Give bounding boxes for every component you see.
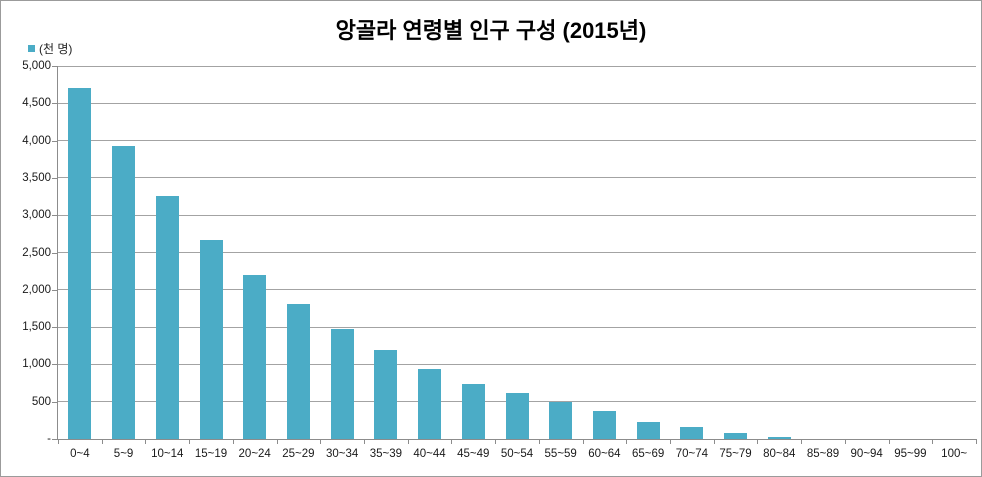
x-tick-label: 55~59 (544, 448, 577, 460)
chart-title: 앙골라 연령별 인구 구성 (2015년) (335, 18, 647, 43)
y-tick-label: 2,500 (22, 246, 51, 259)
y-tick (52, 252, 57, 254)
y-tick (52, 439, 57, 440)
x-tick-label: 25~29 (282, 448, 315, 460)
gridline (58, 102, 976, 104)
x-tick (582, 439, 584, 444)
gridline (58, 177, 976, 179)
x-tick-label: 95~99 (894, 448, 927, 460)
y-tick-label: 1,000 (22, 358, 51, 371)
x-tick-label: 65~69 (631, 448, 665, 460)
x-tick (932, 439, 934, 444)
x-tick-label: 100~ (941, 448, 968, 460)
bar (199, 239, 223, 439)
x-tick-label: 70~74 (675, 448, 708, 460)
x-tick (538, 439, 540, 444)
gridline (58, 140, 976, 142)
x-tick (626, 439, 628, 444)
x-tick-label: 5~9 (113, 448, 134, 460)
bar (680, 426, 704, 439)
x-tick-label: 75~79 (719, 448, 752, 460)
y-tick-label: 3,000 (22, 209, 51, 222)
bar (155, 195, 179, 439)
x-tick-label: 50~54 (500, 448, 534, 460)
y-tick (52, 401, 57, 403)
y-tick (52, 140, 57, 142)
y-tick (52, 364, 57, 366)
bar (636, 421, 660, 439)
bar (330, 329, 354, 439)
x-tick-label: 85~89 (806, 448, 840, 460)
gridline (58, 326, 976, 328)
y-tick (52, 289, 57, 291)
x-tick (320, 439, 322, 444)
x-tick (495, 439, 497, 444)
y-axis-line (57, 66, 58, 440)
gridline (58, 65, 976, 67)
x-tick (364, 439, 365, 444)
x-tick-label: 15~19 (194, 448, 228, 460)
x-tick-label: 35~39 (369, 448, 402, 460)
y-tick-label: 2,000 (22, 283, 51, 296)
x-tick (670, 439, 671, 444)
bar (286, 303, 310, 439)
y-tick-label: 3,500 (22, 171, 51, 184)
x-tick (844, 439, 846, 444)
gridline (58, 252, 976, 253)
bar (243, 274, 267, 439)
y-tick-label: - (47, 433, 51, 445)
y-tick (52, 327, 57, 329)
bar (112, 145, 136, 439)
legend-label: (천 명) (39, 42, 73, 56)
x-tick-label: 10~14 (151, 448, 184, 460)
bar (549, 401, 573, 439)
x-tick (888, 439, 890, 444)
gridline (58, 214, 976, 216)
y-tick-label: 4,000 (22, 134, 51, 147)
gridline (58, 363, 976, 365)
y-tick (52, 215, 57, 217)
x-tick-label: 0~4 (70, 448, 90, 460)
x-tick (189, 439, 191, 444)
bar (767, 436, 791, 439)
x-tick (101, 439, 103, 444)
x-tick (276, 439, 278, 444)
x-tick (801, 439, 803, 444)
y-tick (52, 66, 57, 67)
x-tick (58, 439, 59, 444)
y-tick-label: 5,000 (22, 60, 51, 72)
x-tick-label: 30~34 (325, 448, 359, 460)
bar (461, 383, 485, 439)
bar (374, 350, 398, 439)
y-tick (52, 177, 57, 179)
x-tick (757, 439, 759, 444)
y-tick-label: 500 (31, 395, 51, 408)
x-axis-line (57, 439, 976, 440)
x-tick-label: 90~94 (850, 448, 883, 460)
x-tick (451, 439, 453, 444)
x-tick (145, 439, 147, 444)
legend: (천 명) (28, 40, 72, 57)
x-tick (713, 439, 715, 444)
y-tick-label: 1,500 (22, 321, 51, 334)
bar (68, 87, 92, 439)
bar (592, 411, 616, 439)
gridline (58, 289, 976, 291)
x-tick-label: 20~24 (238, 448, 271, 460)
x-tick-label: 45~49 (457, 448, 490, 460)
x-tick-label: 60~64 (588, 448, 621, 460)
x-tick (976, 439, 977, 444)
bar (418, 368, 442, 439)
x-tick-label: 40~44 (413, 448, 446, 460)
x-tick-label: 80~84 (763, 448, 796, 460)
x-tick (407, 439, 409, 444)
y-tick-label: 4,500 (22, 97, 51, 110)
legend-swatch-icon (28, 45, 35, 52)
x-tick (232, 439, 234, 444)
y-tick (52, 103, 57, 105)
bar (724, 432, 748, 439)
bar (505, 393, 529, 439)
